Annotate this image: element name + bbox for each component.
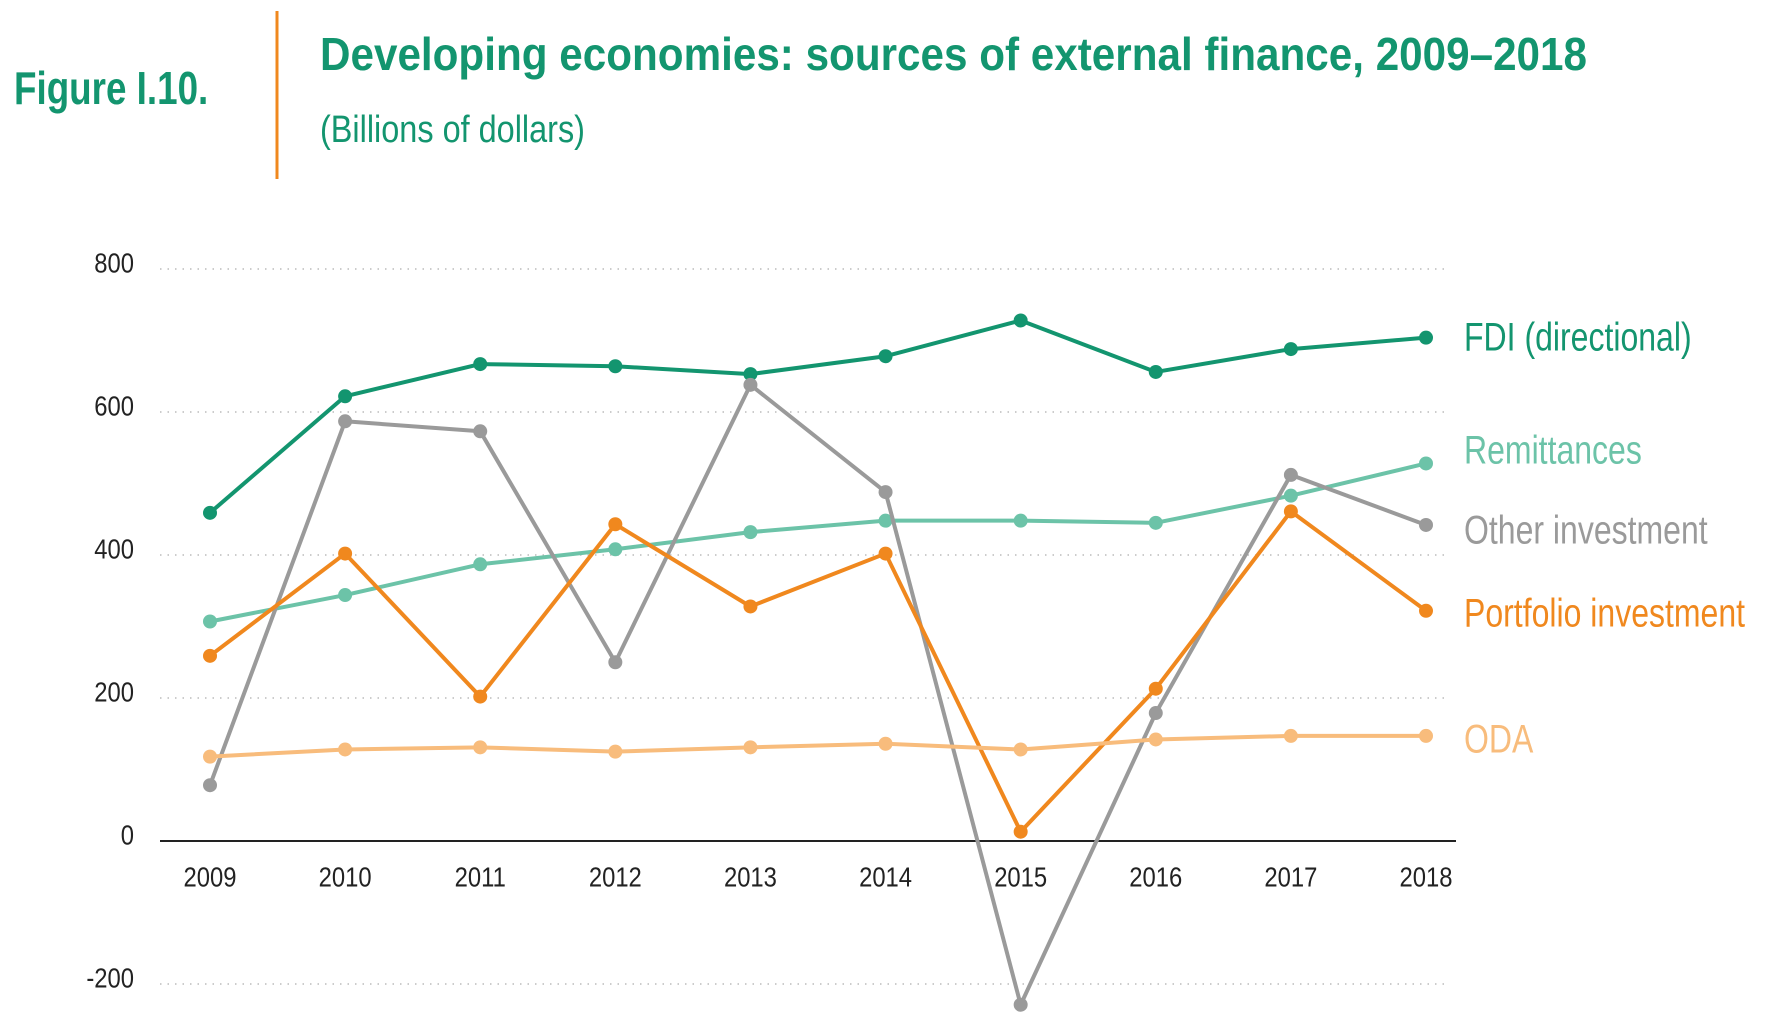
series-line <box>208 382 1427 1007</box>
data-point <box>1013 313 1028 328</box>
data-point <box>338 389 353 404</box>
data-point <box>1148 364 1163 379</box>
x-tick-label: 2018 <box>1400 861 1453 892</box>
series-line <box>209 461 1427 624</box>
data-point <box>878 485 893 500</box>
data-point <box>608 517 623 532</box>
data-point <box>1419 330 1433 345</box>
data-point <box>203 749 217 764</box>
data-point <box>203 505 217 520</box>
x-tick-label: 2011 <box>455 861 506 892</box>
data-point <box>878 513 893 528</box>
y-tick-label: 200 <box>94 676 134 707</box>
data-point <box>1148 681 1163 696</box>
data-point <box>473 357 488 372</box>
data-point <box>473 424 488 439</box>
data-point <box>1419 603 1433 618</box>
data-point <box>743 599 758 614</box>
data-point <box>1419 517 1433 532</box>
data-point <box>743 525 758 540</box>
data-point <box>743 377 758 392</box>
x-tick-label: 2014 <box>859 861 912 892</box>
data-point <box>203 778 217 793</box>
y-tick-label: 0 <box>121 819 134 850</box>
data-point <box>1283 467 1298 482</box>
data-point <box>338 588 353 603</box>
x-tick-label: 2012 <box>589 861 642 892</box>
data-point <box>608 542 623 557</box>
data-point <box>1283 488 1298 503</box>
series-line <box>209 733 1426 759</box>
data-point <box>1283 728 1298 743</box>
data-point <box>338 414 353 429</box>
series-line <box>208 509 1428 834</box>
x-tick-label: 2010 <box>319 861 372 892</box>
x-tick-label: 2016 <box>1129 861 1182 892</box>
data-point <box>1013 742 1028 757</box>
data-point <box>743 367 758 382</box>
chart-title: Developing economies: sources of externa… <box>320 28 1587 80</box>
data-point <box>608 655 623 670</box>
data-point <box>608 744 623 759</box>
data-point <box>1013 513 1028 528</box>
data-point <box>1148 515 1163 530</box>
series-label: Other investment <box>1464 509 1708 553</box>
data-point <box>473 689 488 704</box>
data-point <box>1013 824 1028 839</box>
data-point <box>1013 997 1028 1012</box>
data-point <box>878 546 893 561</box>
figure-label: Figure I.10. <box>14 62 208 114</box>
series-line <box>208 318 1427 515</box>
y-tick-label: 400 <box>94 533 134 564</box>
data-point <box>743 740 758 755</box>
data-point <box>473 557 488 572</box>
data-point <box>203 614 217 629</box>
data-point <box>473 740 488 755</box>
y-tick-label: 600 <box>94 390 134 421</box>
series-label: FDI (directional) <box>1464 316 1692 360</box>
chart-subtitle: (Billions of dollars) <box>320 109 585 151</box>
series-label: Portfolio investment <box>1464 592 1745 636</box>
data-point <box>878 349 893 364</box>
y-tick-label: 800 <box>94 247 134 278</box>
y-tick-label: -200 <box>86 962 134 993</box>
data-point <box>608 359 623 374</box>
data-point <box>878 736 893 751</box>
data-point <box>203 648 217 663</box>
series-label: Remittances <box>1464 429 1642 473</box>
data-point <box>1148 732 1163 747</box>
x-tick-label: 2013 <box>724 861 777 892</box>
data-point <box>1283 342 1298 357</box>
data-point <box>338 742 353 757</box>
data-point <box>1283 504 1298 519</box>
x-tick-label: 2015 <box>994 861 1047 892</box>
data-point <box>1419 456 1433 471</box>
x-tick-label: 2009 <box>184 861 237 892</box>
x-tick-label: 2017 <box>1264 861 1317 892</box>
data-point <box>338 546 353 561</box>
data-point <box>1419 728 1433 743</box>
series-label: ODA <box>1464 718 1534 762</box>
data-point <box>1148 706 1163 721</box>
